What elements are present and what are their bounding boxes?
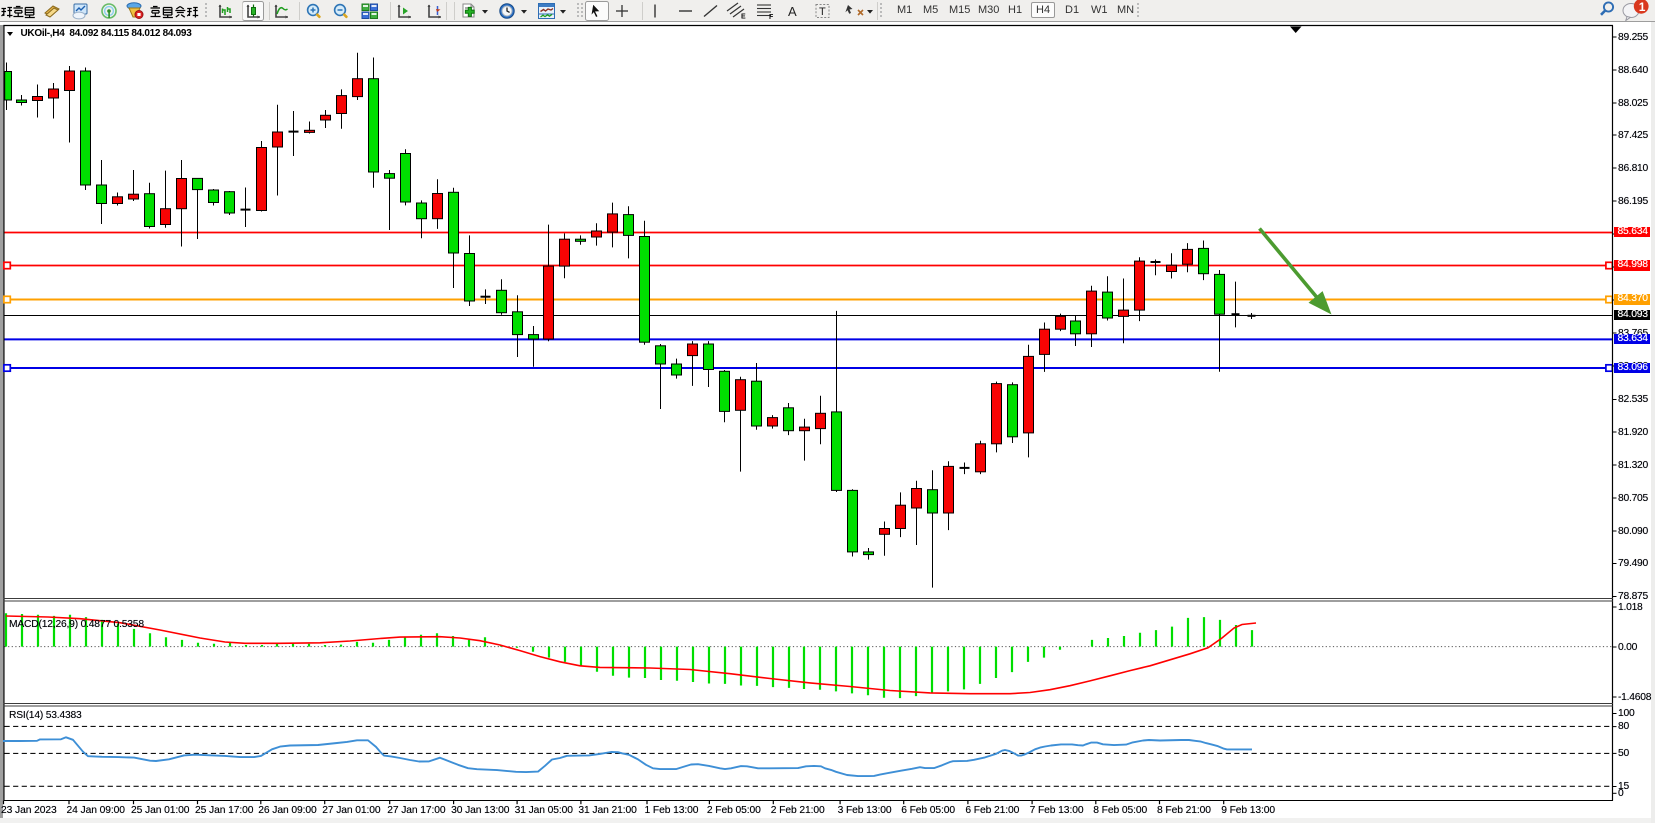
svg-text:T: T xyxy=(819,6,826,18)
svg-text:A: A xyxy=(788,4,797,19)
svg-text:E: E xyxy=(741,14,746,21)
svg-text:F: F xyxy=(769,14,774,21)
svg-text:1: 1 xyxy=(1639,0,1646,14)
